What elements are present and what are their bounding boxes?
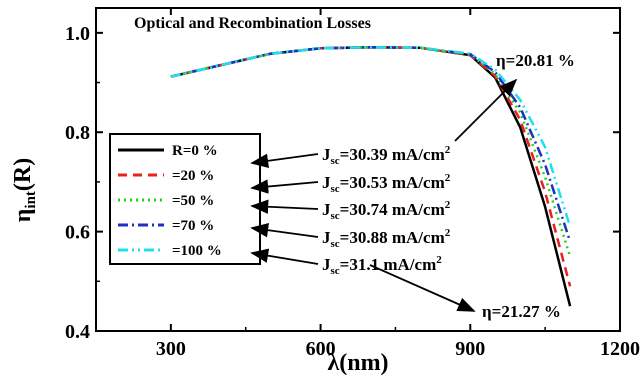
- jsc-label-prefix: J: [322, 228, 331, 247]
- jsc-label-prefix: J: [322, 173, 331, 192]
- jsc-label-sub: sc: [331, 265, 340, 277]
- legend-label-3: =70 %: [172, 218, 214, 234]
- series-line-4: [170, 46, 572, 227]
- eta-bottom-annotation: η=21.27 %: [482, 302, 561, 321]
- jsc-label-sup: 2: [445, 172, 451, 184]
- y-axis-title-main: η: [10, 209, 36, 223]
- y-axis-title-sub: int: [23, 191, 39, 209]
- jsc-label-value: =30.74 mA/cm: [340, 200, 445, 219]
- x-tick-label: 900: [455, 338, 485, 360]
- jsc-label-1: Jsc=30.53 mA/cm2: [322, 172, 451, 195]
- legend-layer: R=0 % =20 % =50 % =70 % =100 %: [118, 143, 222, 259]
- jsc-label-sub: sc: [331, 155, 340, 167]
- jsc-arrow-3: [250, 223, 319, 238]
- x-tick-label: 1200: [600, 338, 640, 360]
- jsc-label-prefix: J: [322, 255, 331, 274]
- jsc-label-prefix: J: [322, 200, 331, 219]
- series-line-1: [170, 46, 572, 287]
- jsc-arrow-2: [250, 199, 319, 214]
- legend-box: [109, 133, 261, 265]
- y-tick-label: 1.0: [65, 23, 90, 45]
- y-tick-label: 0.6: [65, 222, 90, 244]
- y-axis-title-tail: (R): [10, 158, 36, 191]
- x-axis-title: λ(nm): [327, 350, 388, 376]
- jsc-label-4: Jsc=31.1 mA/cm2: [322, 254, 442, 277]
- jsc-label-value: =30.88 mA/cm: [340, 228, 445, 247]
- eta-top-annotation: η=20.81 %: [496, 51, 575, 70]
- jsc-label-sub: sc: [331, 238, 340, 250]
- jsc-label-value: =31.1 mA/cm: [340, 255, 437, 274]
- jsc-arrow-4: [250, 248, 319, 265]
- legend-label-2: =50 %: [172, 193, 214, 209]
- eta-top-arrow: [454, 78, 518, 142]
- jsc-label-sup: 2: [445, 144, 451, 156]
- jsc-label-0: Jsc=30.39 mA/cm2: [322, 144, 451, 167]
- legend-label-0: R=0 %: [172, 143, 218, 159]
- y-tick-label: 0.4: [65, 321, 90, 343]
- jsc-label-value: =30.53 mA/cm: [340, 173, 445, 192]
- axis-layer: 300 600 900 1200 0.4 0.6 0.8 1.0: [65, 7, 640, 360]
- jsc-label-value: =30.39 mA/cm: [340, 145, 445, 164]
- legend-label-1: =20 %: [172, 168, 214, 184]
- jsc-label-2: Jsc=30.74 mA/cm2: [322, 199, 451, 222]
- plot-frame: [95, 7, 621, 332]
- x-tick-label: 300: [156, 338, 186, 360]
- jsc-label-sup: 2: [445, 227, 451, 239]
- jsc-label-sub: sc: [331, 183, 340, 195]
- eta-bottom-arrow: [369, 264, 476, 312]
- jsc-label-prefix: J: [322, 145, 331, 164]
- legend-label-4: =100 %: [172, 243, 222, 259]
- jsc-label-3: Jsc=30.88 mA/cm2: [322, 227, 451, 250]
- jsc-label-sup: 2: [436, 254, 442, 266]
- jsc-label-sup: 2: [445, 199, 451, 211]
- chart-title: Optical and Recombination Losses: [134, 15, 371, 32]
- y-axis-title: ηint(R): [10, 158, 39, 222]
- series-layer: [170, 46, 572, 307]
- jsc-arrow-1: [250, 179, 319, 194]
- y-tick-label: 0.8: [65, 122, 90, 144]
- x-tick-label: 600: [306, 338, 336, 360]
- jsc-label-sub: sc: [331, 210, 340, 222]
- jsc-arrow-0: [250, 153, 319, 168]
